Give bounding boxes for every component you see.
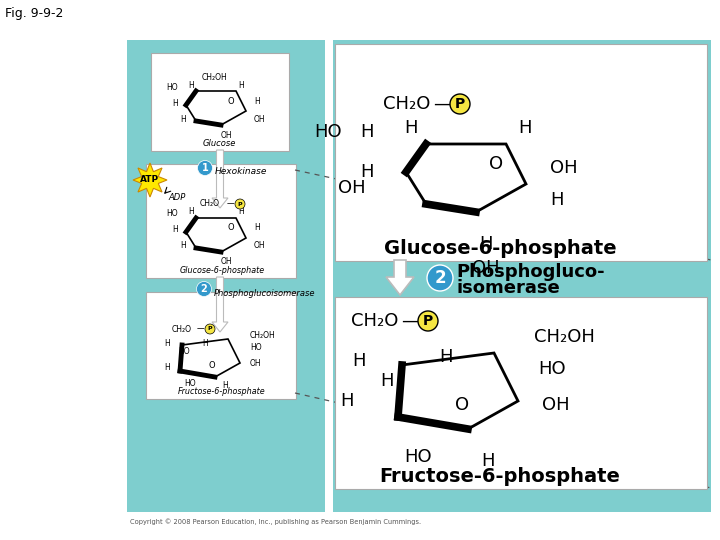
- Text: —: —: [433, 95, 451, 113]
- Text: Phosphogluco-: Phosphogluco-: [456, 263, 605, 281]
- Text: H: H: [481, 452, 495, 470]
- Text: HO: HO: [404, 448, 432, 466]
- Text: OH: OH: [254, 241, 266, 251]
- Text: 1: 1: [202, 163, 208, 173]
- Text: H: H: [172, 98, 178, 107]
- Text: OH: OH: [542, 396, 570, 414]
- Text: OH: OH: [472, 259, 500, 277]
- Text: HO: HO: [538, 360, 566, 378]
- Text: HO: HO: [166, 210, 178, 219]
- Bar: [333, 40, 711, 512]
- Text: H: H: [172, 226, 178, 234]
- Text: CH₂O: CH₂O: [200, 199, 220, 208]
- Text: ADP: ADP: [168, 193, 185, 202]
- Text: ATP: ATP: [140, 176, 160, 185]
- Text: Phosphoglucoisomerase: Phosphoglucoisomerase: [214, 288, 315, 298]
- Text: Copyright © 2008 Pearson Education, Inc., publishing as Pearson Benjamin Cumming: Copyright © 2008 Pearson Education, Inc.…: [130, 518, 421, 525]
- FancyArrow shape: [212, 277, 228, 332]
- Circle shape: [197, 281, 212, 296]
- Text: H: H: [202, 339, 208, 348]
- FancyBboxPatch shape: [335, 297, 707, 489]
- Bar: [127, 40, 325, 512]
- Text: Fig. 9-9-2: Fig. 9-9-2: [5, 7, 63, 20]
- Text: O: O: [228, 97, 234, 105]
- Text: OH: OH: [220, 131, 232, 139]
- Text: H: H: [222, 381, 228, 389]
- Text: OH: OH: [220, 258, 232, 267]
- Text: H: H: [439, 348, 453, 366]
- Text: Fructose-6-phosphate: Fructose-6-phosphate: [379, 467, 621, 486]
- Text: HO: HO: [250, 342, 261, 352]
- Text: HO: HO: [166, 83, 178, 91]
- Text: CH₂O: CH₂O: [382, 95, 430, 113]
- Text: H: H: [361, 123, 374, 141]
- Text: —: —: [196, 325, 204, 334]
- Text: H: H: [353, 352, 366, 370]
- Text: —: —: [226, 199, 234, 208]
- Text: OH: OH: [338, 179, 366, 197]
- Text: HO: HO: [179, 347, 190, 355]
- Text: H: H: [405, 119, 418, 137]
- Text: CH₂OH: CH₂OH: [201, 72, 227, 82]
- Text: O: O: [228, 224, 234, 233]
- Text: H: H: [361, 163, 374, 181]
- Text: H: H: [518, 119, 531, 137]
- Text: CH₂OH: CH₂OH: [534, 328, 595, 346]
- Text: CH₂O: CH₂O: [172, 325, 192, 334]
- Text: P: P: [238, 201, 243, 206]
- Text: H: H: [341, 392, 354, 410]
- Text: OH: OH: [254, 114, 266, 124]
- Text: H: H: [164, 362, 170, 372]
- Polygon shape: [133, 163, 167, 197]
- Text: OH: OH: [250, 359, 261, 368]
- FancyBboxPatch shape: [151, 53, 289, 151]
- Text: P: P: [455, 97, 465, 111]
- Text: H: H: [180, 241, 186, 251]
- Text: H: H: [550, 191, 564, 209]
- Text: CH₂O: CH₂O: [351, 312, 398, 330]
- Text: H: H: [254, 97, 260, 105]
- Text: Glucose-6-phosphate: Glucose-6-phosphate: [384, 239, 616, 258]
- Text: H: H: [164, 339, 170, 348]
- FancyBboxPatch shape: [146, 292, 296, 399]
- Text: H: H: [188, 207, 194, 217]
- Text: 2: 2: [201, 284, 207, 294]
- Circle shape: [427, 265, 453, 291]
- Text: CH₂OH: CH₂OH: [250, 330, 276, 340]
- FancyArrow shape: [386, 260, 414, 295]
- Text: OH: OH: [550, 159, 577, 177]
- FancyBboxPatch shape: [335, 44, 707, 261]
- Circle shape: [418, 311, 438, 331]
- Text: —: —: [401, 312, 419, 330]
- Circle shape: [450, 94, 470, 114]
- Text: Fructose-6-phosphate: Fructose-6-phosphate: [178, 387, 266, 396]
- Text: Glucose: Glucose: [202, 139, 235, 148]
- Text: O: O: [489, 155, 503, 173]
- Text: 2: 2: [434, 269, 446, 287]
- Circle shape: [197, 160, 212, 176]
- Text: HO: HO: [184, 379, 196, 388]
- Text: H: H: [238, 80, 244, 90]
- Text: H: H: [238, 207, 244, 217]
- Text: P: P: [423, 314, 433, 328]
- Text: Hexokinase: Hexokinase: [215, 167, 267, 177]
- Text: H: H: [480, 235, 492, 253]
- Text: O: O: [455, 396, 469, 414]
- Text: H: H: [188, 80, 194, 90]
- Text: O: O: [209, 361, 215, 369]
- Circle shape: [205, 324, 215, 334]
- Text: P: P: [207, 327, 212, 332]
- Circle shape: [235, 199, 245, 209]
- Text: HO: HO: [315, 123, 342, 141]
- Text: H: H: [180, 114, 186, 124]
- Text: Glucose-6-phosphate: Glucose-6-phosphate: [179, 266, 264, 275]
- FancyArrow shape: [212, 150, 228, 208]
- FancyBboxPatch shape: [146, 164, 296, 278]
- Text: isomerase: isomerase: [456, 279, 559, 297]
- Text: H: H: [380, 372, 394, 390]
- Text: H: H: [254, 224, 260, 233]
